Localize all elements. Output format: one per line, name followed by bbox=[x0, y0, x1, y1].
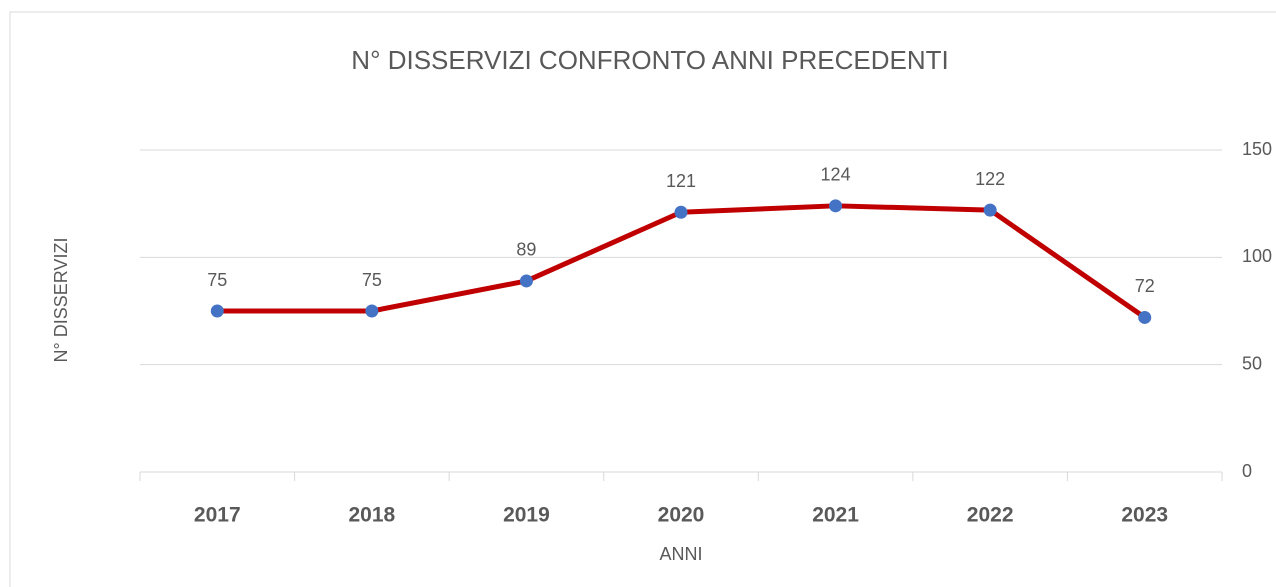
data-point bbox=[1138, 310, 1152, 324]
data-label: 121 bbox=[666, 171, 696, 191]
data-label: 75 bbox=[362, 270, 382, 290]
chart-border bbox=[9, 11, 1276, 587]
data-label: 124 bbox=[821, 165, 851, 185]
x-axis-label: ANNI bbox=[659, 544, 702, 564]
data-label: 75 bbox=[207, 270, 227, 290]
x-tick-label: 2023 bbox=[1121, 504, 1168, 527]
data-point bbox=[983, 203, 997, 217]
data-point bbox=[674, 205, 688, 219]
data-label: 89 bbox=[516, 240, 536, 260]
x-tick-label: 2022 bbox=[967, 504, 1014, 527]
y-axis-label: N° DISSERVIZI bbox=[51, 238, 71, 363]
data-label: 122 bbox=[975, 169, 1005, 189]
x-tick-label: 2020 bbox=[658, 504, 705, 527]
x-tick-label: 2018 bbox=[348, 504, 395, 527]
x-tick-label: 2019 bbox=[503, 504, 550, 527]
x-tick-label: 2017 bbox=[194, 504, 241, 527]
data-point bbox=[829, 199, 843, 213]
data-point bbox=[210, 304, 224, 318]
y-tick-label: 50 bbox=[1242, 353, 1262, 373]
data-point bbox=[365, 304, 379, 318]
data-point bbox=[519, 274, 533, 288]
chart-title: N° DISSERVIZI CONFRONTO ANNI PRECEDENTI bbox=[351, 45, 948, 75]
y-tick-label: 100 bbox=[1242, 246, 1272, 266]
y-tick-label: 150 bbox=[1242, 139, 1272, 159]
x-tick-label: 2021 bbox=[812, 504, 859, 527]
data-label: 72 bbox=[1135, 276, 1155, 296]
y-tick-label: 0 bbox=[1242, 461, 1252, 481]
